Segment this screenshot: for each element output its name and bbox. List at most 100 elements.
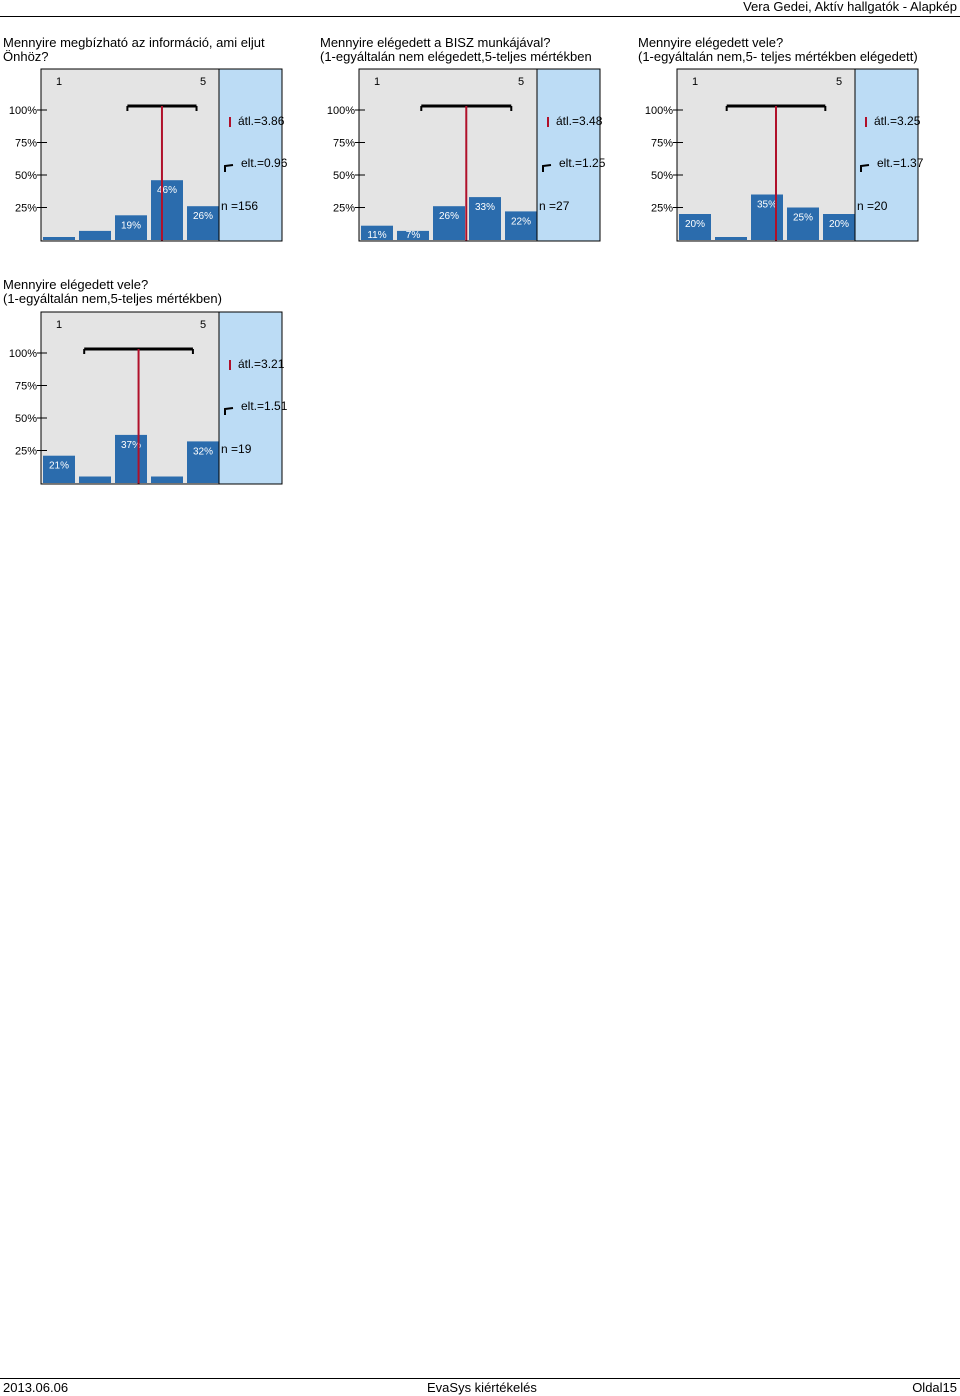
bar [79,230,111,240]
bar [151,476,183,483]
footer-center: EvaSys kiértékelés [427,1380,537,1395]
bar [187,206,219,240]
n-value: n =19 [221,442,252,456]
question-3-line-1: Mennyire elégedett vele? [638,35,784,50]
header-title: Vera Gedei, Aktív hallgatók - Alapkép [743,0,957,14]
n-value: n =27 [539,199,570,213]
bar [151,180,183,240]
bar [505,211,537,240]
bar [43,237,75,240]
mean-value: átl.=3.25 [874,114,921,128]
y-tick-label: 100% [327,105,355,117]
mean-value: átl.=3.21 [238,357,285,371]
histogram-chart-4: 100% 75% 50% 25% 1 5 21% 37% 32% átl.=3.21 elt.=1.… [9,311,288,485]
bar-value-label: 26% [193,211,213,222]
question-1-line-2: Önhöz? [3,49,49,64]
page-header: Vera Gedei, Aktív hallgatók - Alapkép [0,0,960,17]
scale-label-high: 5 [518,76,524,88]
question-2: Mennyire elégedett a BISZ munkájával? (1… [320,36,592,64]
y-tick-label: 50% [15,413,37,425]
bar-value-label: 20% [829,219,849,230]
bar-value-label: 37% [121,440,141,451]
scale-label-high: 5 [836,76,842,88]
bar [433,206,465,240]
bar-value-label: 21% [49,461,69,472]
footer-date: 2013.06.06 [3,1380,69,1395]
y-tick-label: 75% [651,138,673,150]
question-4-line-1: Mennyire elégedett vele? [3,277,149,292]
y-tick-label: 50% [15,170,37,182]
bar-value-label: 46% [157,185,177,196]
sd-value: elt.=1.37 [877,156,924,170]
bar [751,194,783,240]
sd-value: elt.=0.96 [241,156,288,170]
bar [397,230,429,240]
chart-frame [358,68,601,242]
histogram-chart-2: 100% 75% 50% 25% 1 5 11% 7% 26% 33% 22% átl.=3.48 el… [327,68,606,242]
stats-area [537,69,600,241]
scale-label-low: 1 [56,76,62,88]
bar [679,214,711,240]
bar [787,207,819,240]
bar-value-label: 20% [685,219,705,230]
bar [187,441,219,483]
y-tick-label: 50% [651,170,673,182]
sd-legend-icon [224,407,234,415]
bar-value-label: 7% [406,230,421,241]
stats-area [855,69,918,241]
bar [361,225,393,240]
page-footer: 2013.06.06 EvaSys kiértékelés Oldal15 [0,1378,960,1396]
bar-value-label: 25% [793,213,813,224]
bar-value-label: 33% [475,202,495,213]
chart-frame [676,68,919,242]
y-tick-label: 25% [651,203,673,215]
sd-legend-icon [542,164,552,172]
bar [115,215,147,240]
question-4: Mennyire elégedett vele? (1-egyáltalán n… [3,278,222,306]
bar [115,434,147,483]
bar [823,214,855,240]
y-tick-label: 75% [333,138,355,150]
bar [715,237,747,240]
y-tick-label: 75% [15,381,37,393]
chart-frame [40,68,283,242]
bar [79,476,111,483]
footer-page: Oldal15 [912,1380,957,1395]
sd-value: elt.=1.51 [241,399,288,413]
bar-value-label: 26% [439,211,459,222]
y-tick-label: 25% [333,203,355,215]
question-1: Mennyire megbízható az információ, ami e… [3,36,265,64]
bar-value-label: 35% [757,200,777,211]
sd-legend-icon [224,164,234,172]
question-3-line-2: (1-egyáltalán nem,5- teljes mértékben el… [638,49,918,64]
y-tick-label: 100% [9,105,37,117]
n-value: n =20 [857,199,888,213]
question-4-line-2: (1-egyáltalán nem,5-teljes mértékben) [3,291,222,306]
scale-label-low: 1 [692,76,698,88]
bar-value-label: 11% [367,230,386,241]
scale-label-low: 1 [56,319,62,331]
question-2-line-1: Mennyire elégedett a BISZ munkájával? [320,35,551,50]
y-tick-label: 100% [9,348,37,360]
y-tick-label: 75% [15,138,37,150]
y-tick-label: 100% [645,105,673,117]
bar-value-label: 22% [511,216,531,227]
scale-label-low: 1 [374,76,380,88]
question-3: Mennyire elégedett vele? (1-egyáltalán n… [638,36,918,64]
sd-value: elt.=1.25 [559,156,606,170]
n-value: n =156 [221,199,258,213]
y-tick-label: 25% [15,203,37,215]
sd-legend-icon [860,164,870,172]
scale-label-high: 5 [200,76,206,88]
bar [469,197,501,240]
mean-value: átl.=3.86 [238,114,285,128]
y-tick-label: 25% [15,446,37,458]
stats-area [219,312,282,484]
question-2-line-2: (1-egyáltalán nem elégedett,5-teljes mér… [320,49,592,64]
histogram-chart-3: 100% 75% 50% 25% 1 5 20% 35% 25% 20% átl.=3.25 elt.… [645,68,924,242]
histogram-chart-1: 100% 75% 50% 25% 1 5 19% 46% 26% átl.=3.86 elt.=0.… [9,68,288,242]
y-tick-label: 50% [333,170,355,182]
stats-area [219,69,282,241]
scale-label-high: 5 [200,319,206,331]
bar-value-label: 32% [193,446,213,457]
